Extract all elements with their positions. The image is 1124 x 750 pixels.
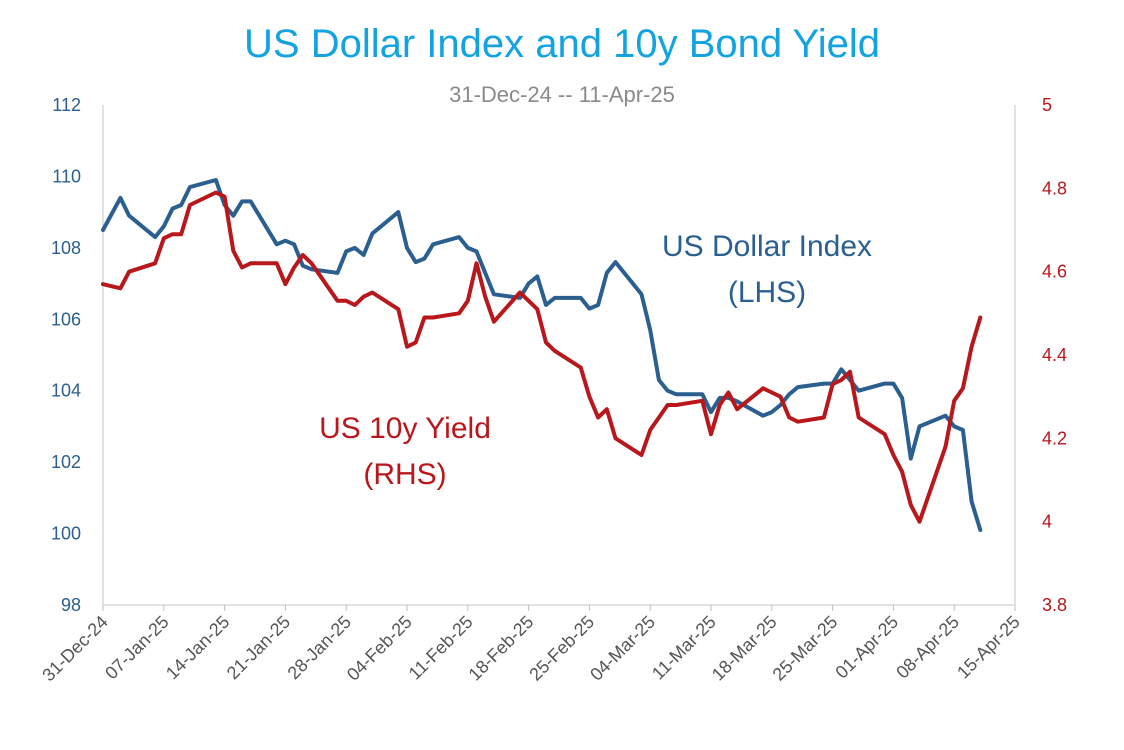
x-tick-label: 04-Feb-25 xyxy=(343,612,416,685)
x-tick-label: 31-Dec-24 xyxy=(38,612,112,686)
yield-label: (RHS) xyxy=(363,458,446,491)
right-tick-label: 4.4 xyxy=(1042,345,1067,365)
right-tick-label: 4.2 xyxy=(1042,428,1067,448)
x-tick-label: 01-Apr-25 xyxy=(831,612,902,683)
left-tick-label: 110 xyxy=(52,166,81,186)
right-tick-label: 4.8 xyxy=(1042,178,1067,198)
right-tick-label: 3.8 xyxy=(1042,595,1067,615)
x-tick-label: 04-Mar-25 xyxy=(586,612,659,685)
x-tick-label: 14-Jan-25 xyxy=(162,612,233,683)
x-tick-label: 08-Apr-25 xyxy=(892,612,963,683)
chart-title: US Dollar Index and 10y Bond Yield xyxy=(244,22,880,66)
left-tick-label: 98 xyxy=(61,595,81,615)
chart-subtitle: 31-Dec-24 -- 11-Apr-25 xyxy=(449,82,675,107)
x-tick-label: 18-Feb-25 xyxy=(465,612,538,685)
x-tick-label: 18-Mar-25 xyxy=(708,612,781,685)
dollar-index-label: US Dollar Index xyxy=(662,230,872,263)
right-tick-label: 5 xyxy=(1042,95,1052,115)
dollar-index-label: (LHS) xyxy=(728,276,806,309)
dollar-index-line xyxy=(101,178,983,532)
left-tick-label: 100 xyxy=(51,524,81,544)
left-tick-label: 104 xyxy=(51,381,81,401)
yield-line xyxy=(101,190,983,524)
left-tick-label: 108 xyxy=(51,238,81,258)
x-tick-label: 07-Jan-25 xyxy=(101,612,172,683)
right-tick-label: 4 xyxy=(1042,512,1052,532)
x-tick-label: 25-Feb-25 xyxy=(525,612,598,685)
left-tick-label: 102 xyxy=(51,452,81,472)
x-tick-label: 21-Jan-25 xyxy=(223,612,294,683)
left-tick-label: 106 xyxy=(51,309,81,329)
left-tick-label: 112 xyxy=(52,95,81,115)
x-tick-label: 25-Mar-25 xyxy=(769,612,842,685)
x-tick-label: 15-Apr-25 xyxy=(953,612,1024,683)
right-tick-label: 4.6 xyxy=(1042,262,1067,282)
yield-label: US 10y Yield xyxy=(319,412,491,445)
